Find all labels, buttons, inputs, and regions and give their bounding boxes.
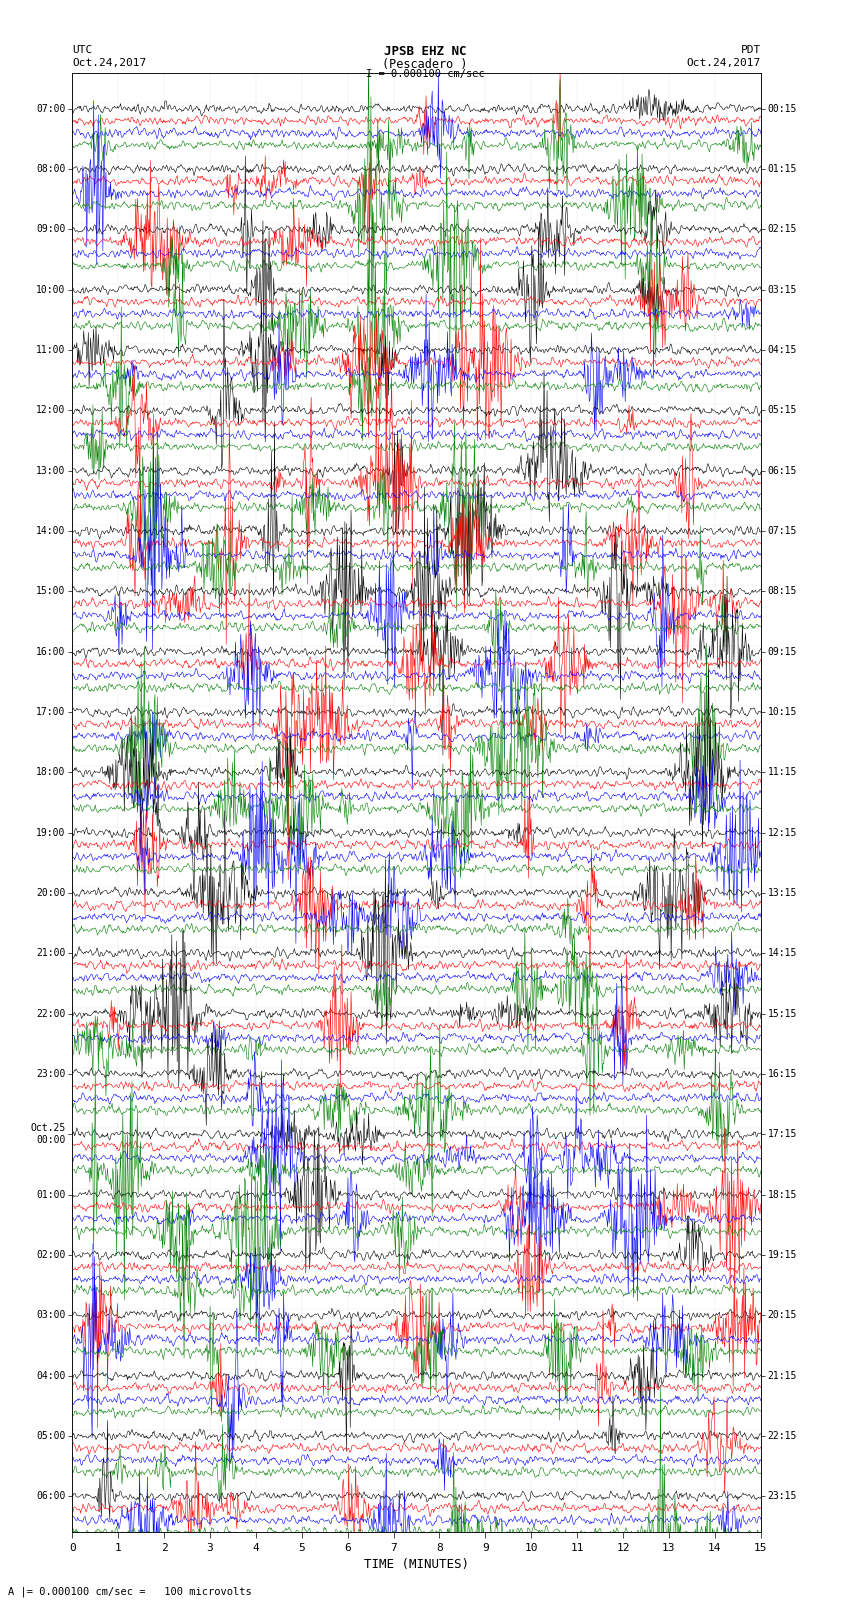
Text: Oct.24,2017: Oct.24,2017 [687, 58, 761, 68]
Text: Oct.24,2017: Oct.24,2017 [72, 58, 146, 68]
Text: JPSB EHZ NC: JPSB EHZ NC [383, 45, 467, 58]
Text: (Pescadero ): (Pescadero ) [382, 58, 468, 71]
Text: I = 0.000100 cm/sec: I = 0.000100 cm/sec [366, 69, 484, 79]
Text: UTC: UTC [72, 45, 93, 55]
Text: PDT: PDT [740, 45, 761, 55]
Text: A |= 0.000100 cm/sec =   100 microvolts: A |= 0.000100 cm/sec = 100 microvolts [8, 1586, 252, 1597]
X-axis label: TIME (MINUTES): TIME (MINUTES) [364, 1558, 469, 1571]
